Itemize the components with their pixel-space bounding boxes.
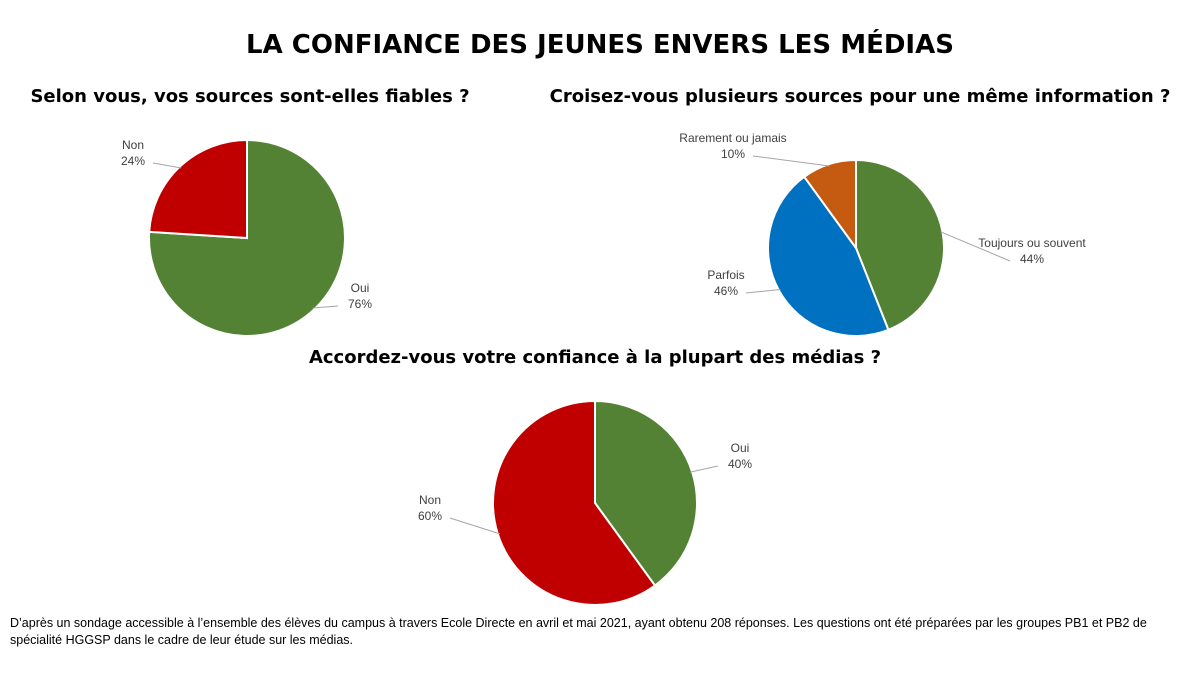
pie-slice xyxy=(855,158,945,332)
pie-slice xyxy=(148,138,248,240)
leader-line xyxy=(312,305,339,309)
slice-value-label: 60% xyxy=(418,509,442,523)
slice-value-label: 40% xyxy=(728,457,752,471)
leader-line xyxy=(449,517,501,535)
slice-value-label: 46% xyxy=(714,284,738,298)
chart-title: Selon vous, vos sources sont-elles fiabl… xyxy=(30,86,470,107)
leader-line xyxy=(940,231,1011,262)
leader-line xyxy=(152,162,182,169)
slice-label: Oui xyxy=(731,441,750,455)
pie-slice xyxy=(148,138,346,337)
chart-title: Croisez-vous plusieurs sources pour une … xyxy=(549,86,1171,107)
slice-label: Parfois xyxy=(707,268,744,282)
slice-label: Non xyxy=(419,493,441,507)
pie-slice xyxy=(767,175,890,337)
slice-label: Non xyxy=(122,138,144,152)
slice-label: Oui xyxy=(351,281,370,295)
pie-slice xyxy=(492,399,657,606)
chart-title: Accordez-vous votre confiance à la plupa… xyxy=(308,347,882,368)
footnote: D’après un sondage accessible à l’ensemb… xyxy=(10,616,1147,647)
slice-label: Toujours ou souvent xyxy=(978,236,1086,250)
leader-line xyxy=(689,465,719,473)
slice-value-label: 24% xyxy=(121,154,145,168)
leader-line xyxy=(745,289,781,294)
slice-value-label: 44% xyxy=(1020,252,1044,266)
page-title: LA CONFIANCE DES JEUNES ENVERS LES MÉDIA… xyxy=(246,30,954,60)
slice-value-label: 10% xyxy=(721,147,745,161)
pie-slice xyxy=(802,158,857,252)
slice-label: Rarement ou jamais xyxy=(679,131,786,145)
leader-line xyxy=(752,155,830,167)
slice-value-label: 76% xyxy=(348,297,372,311)
